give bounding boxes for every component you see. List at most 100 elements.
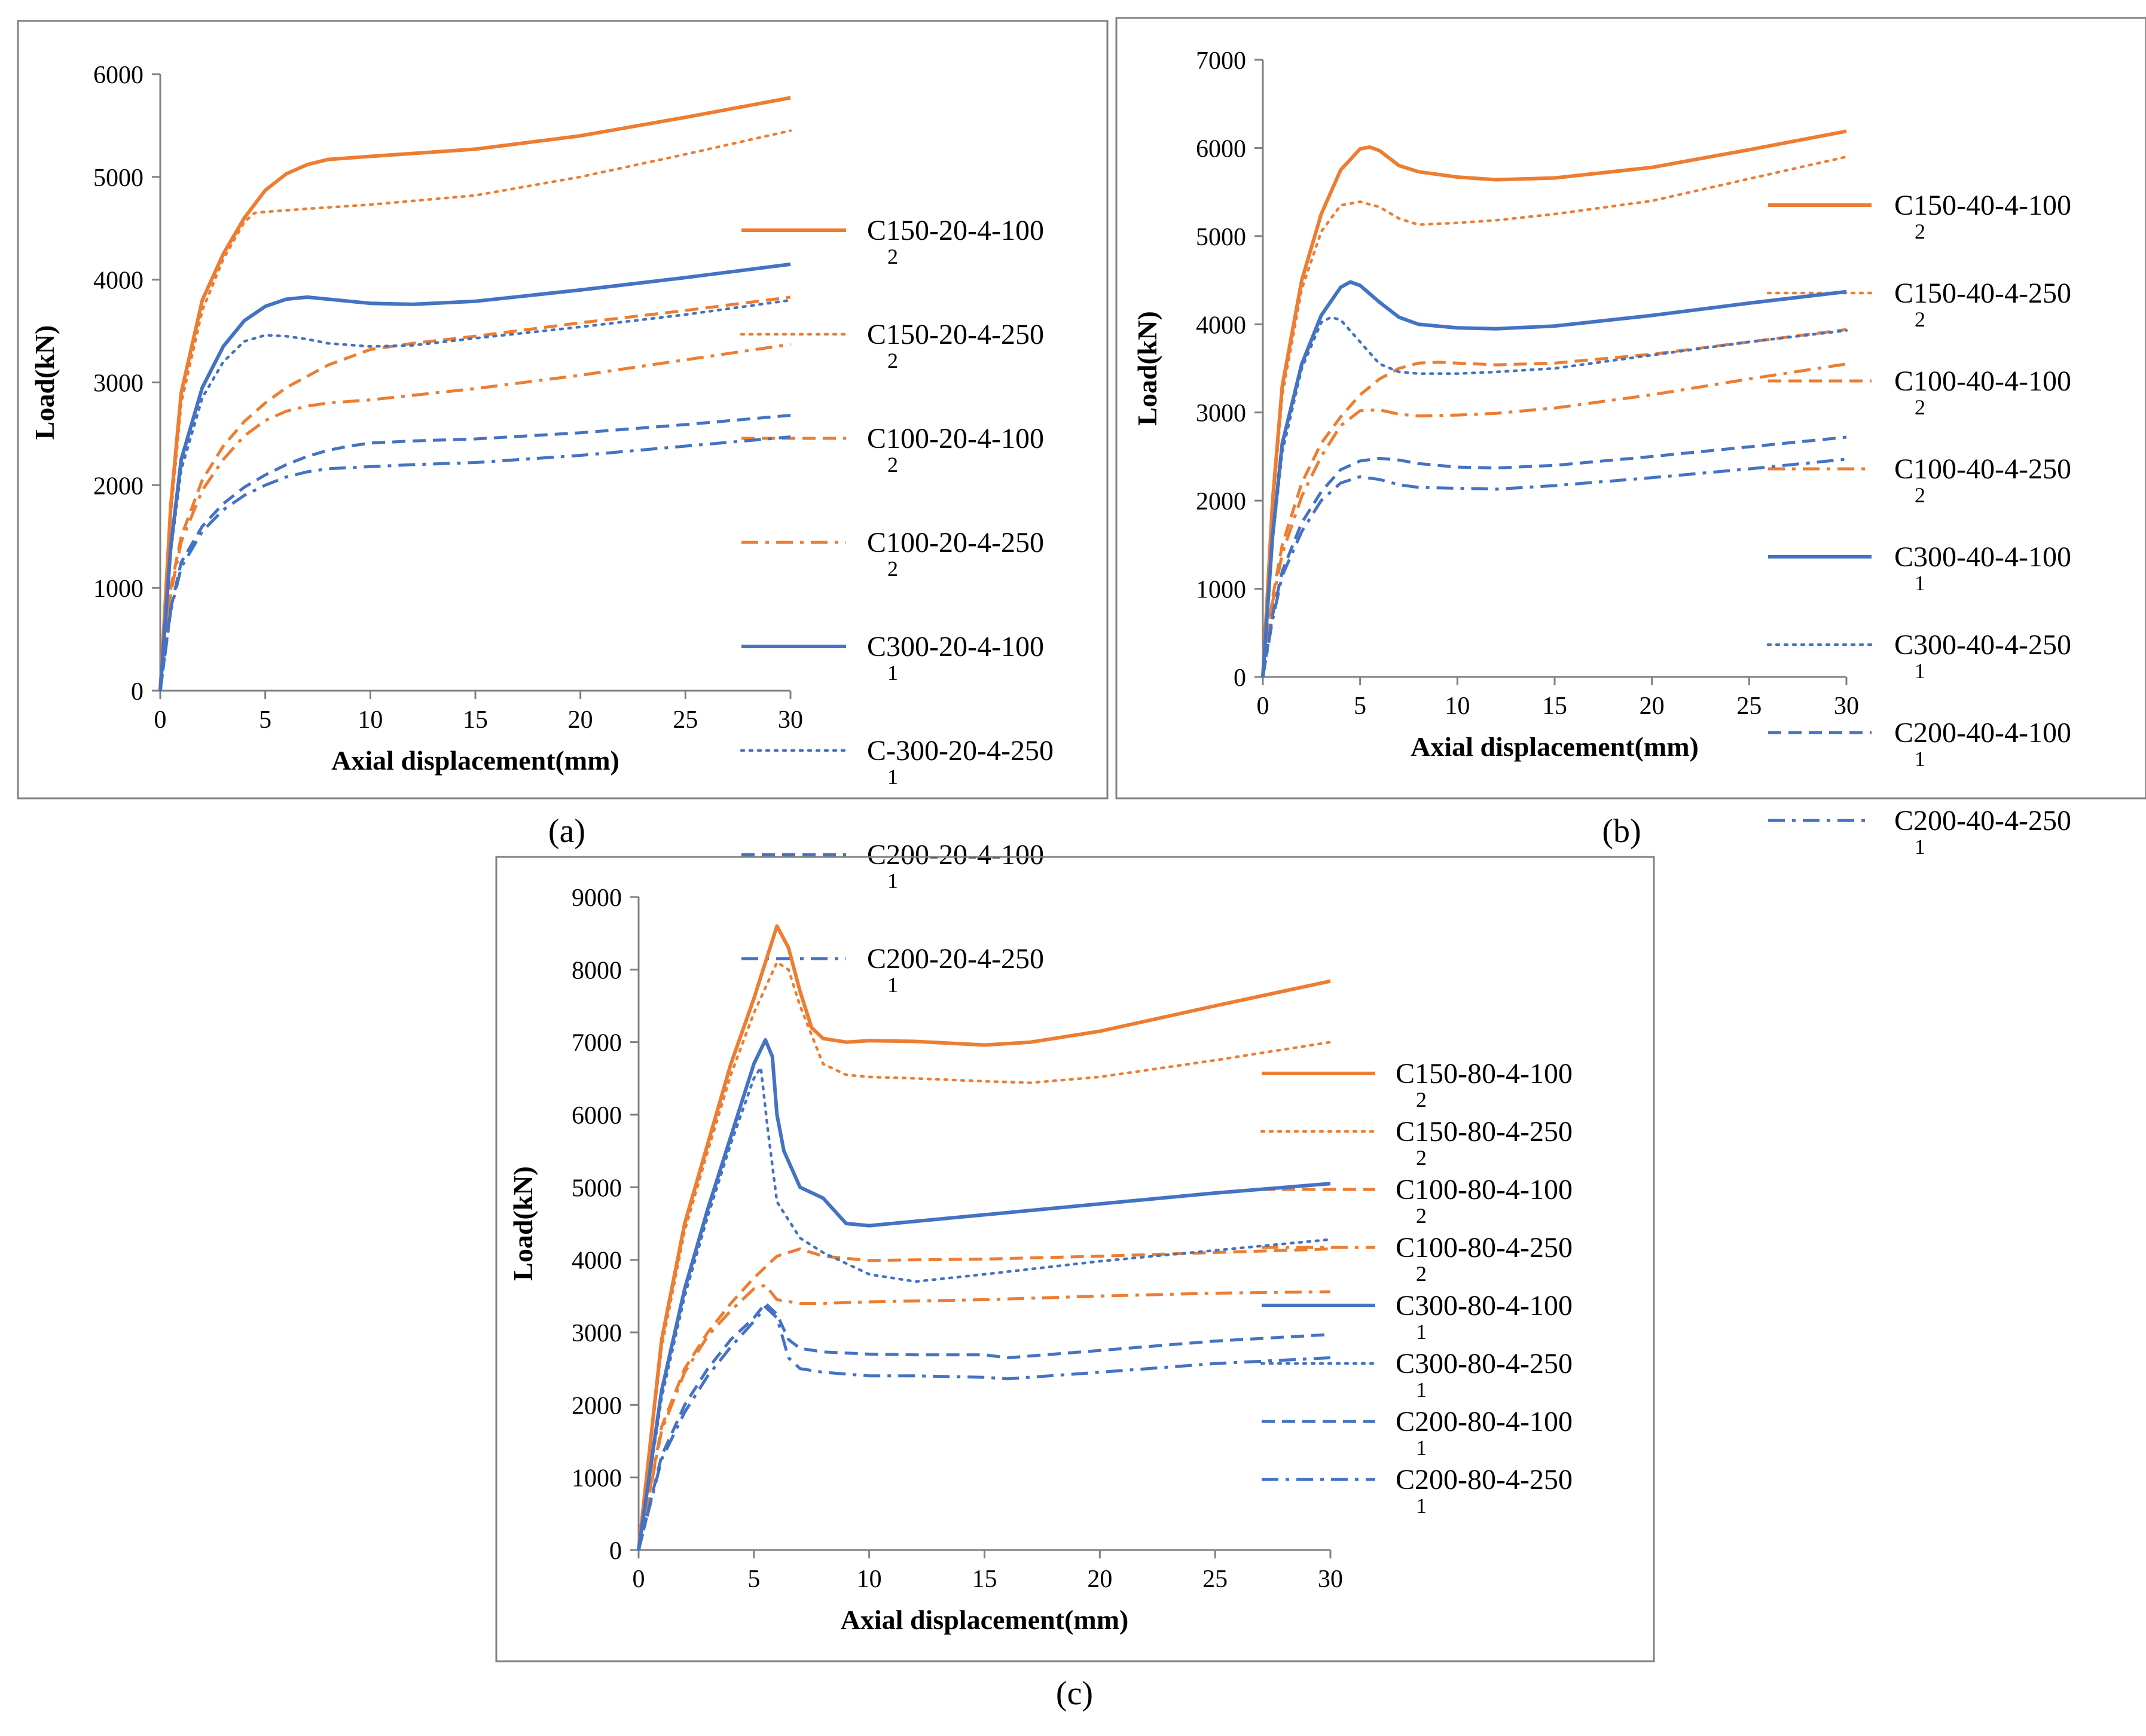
series-line-c150-80-4-250	[637, 960, 1332, 1552]
legend-label: C100-20-4-250	[867, 527, 1044, 559]
series-line-c100-40-4-100	[1261, 328, 1847, 678]
y-tick-label: 3000	[93, 370, 144, 398]
legend-subscript: 1	[1915, 747, 1925, 771]
x-tick-label: 20	[568, 706, 593, 734]
x-axis-title: Axial displacement(mm)	[331, 745, 619, 776]
legend-label: C300-80-4-250	[1396, 1348, 1573, 1380]
legend-subscript: 1	[1915, 571, 1925, 595]
legend-subscript: 1	[1416, 1378, 1427, 1402]
y-tick-label: 7000	[1196, 47, 1246, 75]
legend-label: C300-40-4-250	[1894, 629, 2071, 661]
x-tick-label: 10	[1445, 692, 1470, 720]
series-line-c100-20-4-250	[158, 343, 791, 691]
y-tick-label: 6000	[572, 1102, 622, 1130]
series-line-c100-20-4-100	[158, 295, 791, 691]
y-tick-label: 0	[609, 1537, 622, 1565]
x-tick-label: 0	[154, 706, 167, 734]
x-tick-label: 30	[1318, 1566, 1343, 1593]
series-line-c150-20-4-250	[158, 129, 792, 692]
y-tick-label: 3000	[1196, 400, 1246, 428]
legend-label: C150-40-4-250	[1894, 277, 2071, 309]
y-tick-label: 8000	[572, 957, 622, 984]
y-tick-label: 5000	[1196, 224, 1246, 251]
series-line-c200-20-4-250	[158, 435, 791, 691]
legend-label: C100-20-4-100	[867, 423, 1044, 454]
series-line-c200-80-4-100	[637, 1302, 1331, 1551]
y-tick-label: 9000	[572, 884, 622, 912]
panel-c-plot-area: 0 1000 2000 3000 4000 5000 6000 7000 8000 9000 0 5 1…	[508, 884, 1573, 1635]
y-tick-label: 1000	[1196, 576, 1246, 604]
x-tick-label: 20	[1640, 692, 1665, 720]
y-tick-label: 6000	[1196, 135, 1246, 163]
legend-subscript: 2	[1915, 307, 1925, 331]
legend-label: C200-80-4-100	[1396, 1406, 1573, 1438]
y-tick-label: 7000	[572, 1030, 622, 1057]
x-tick-label: 10	[857, 1566, 882, 1593]
legend-subscript: 2	[1915, 395, 1925, 419]
legend-label: C100-40-4-250	[1894, 453, 2071, 485]
panel-a-plot-area: 0 1000 2000 3000 4000 5000 6000 0 5 10 15 20 25 30 Axi…	[29, 62, 1054, 997]
legend-subscript: 2	[887, 245, 898, 269]
legend-label: C100-80-4-250	[1396, 1232, 1573, 1264]
legend-label: C300-20-4-100	[867, 631, 1044, 663]
series-line-c150-20-4-100	[158, 96, 791, 691]
legend-subscript: 2	[887, 453, 898, 477]
legend-subscript: 1	[1915, 659, 1925, 683]
legend-label: C300-80-4-100	[1396, 1290, 1573, 1322]
legend-subscript: 1	[887, 973, 898, 997]
y-tick-label: 2000	[93, 472, 144, 500]
legend-label: C200-40-4-100	[1894, 717, 2071, 749]
y-tick-label: 4000	[572, 1247, 622, 1275]
legend-label: C300-40-4-100	[1894, 541, 2071, 573]
y-tick-label: 3000	[572, 1320, 622, 1347]
legend-label: C150-20-4-250	[867, 319, 1044, 350]
legend-subscript: 2	[1416, 1204, 1427, 1228]
x-tick-label: 15	[463, 706, 488, 734]
x-tick-label: 30	[778, 706, 803, 734]
y-tick-label: 0	[131, 678, 144, 706]
series-line-c150-80-4-100	[637, 924, 1331, 1551]
series-line-c300-80-4-100	[637, 1038, 1331, 1551]
x-axis-title: Axial displacement(mm)	[841, 1604, 1129, 1635]
x-tick-label: 25	[1202, 1566, 1228, 1593]
series-line-c100-80-4-250	[637, 1283, 1331, 1551]
x-tick-label: 20	[1087, 1566, 1112, 1593]
panel-b-plot-area: 0 1000 2000 3000 4000 5000 6000 7000 0 5 10 15 20 25 3…	[1132, 47, 2071, 859]
x-axis-title: Axial displacement(mm)	[1411, 731, 1699, 762]
y-tick-label: 1000	[93, 575, 144, 603]
y-axis-title: Load(kN)	[508, 1166, 538, 1281]
y-tick-label: 6000	[93, 62, 144, 89]
x-tick-label: 25	[673, 706, 698, 734]
legend-subscript: 1	[1416, 1436, 1427, 1460]
y-tick-label: 2000	[572, 1392, 622, 1420]
x-tick-label: 10	[358, 706, 383, 734]
y-tick-label: 4000	[1196, 312, 1246, 339]
series-line-c200-80-4-250	[637, 1305, 1331, 1551]
legend-label: C100-40-4-100	[1894, 365, 2071, 397]
x-tick-label: 5	[259, 706, 271, 734]
series-line-c200-40-4-100	[1261, 435, 1847, 678]
x-tick-label: 5	[747, 1566, 760, 1593]
series-line-c100-40-4-250	[1261, 362, 1847, 678]
chart-panel-a: 0 1000 2000 3000 4000 5000 6000 0 5 10 15 20 25 30 Axi…	[17, 20, 1109, 997]
panel-label-b: (b)	[1602, 813, 1641, 850]
legend-subscript: 2	[1915, 219, 1925, 243]
legend-subscript: 1	[1416, 1494, 1427, 1518]
series-line-c300-40-4-100	[1261, 280, 1847, 678]
legend-subscript: 1	[887, 661, 898, 685]
legend-label: C200-40-4-250	[1894, 805, 2071, 837]
y-tick-label: 4000	[93, 267, 144, 295]
chart-panel-c: 0 1000 2000 3000 4000 5000 6000 7000 8000 9000 0 5 1…	[495, 856, 1655, 1712]
y-axis-title: Load(kN)	[29, 325, 60, 440]
chart-panel-b: 0 1000 2000 3000 4000 5000 6000 7000 0 5 10 15 20 25 3…	[1115, 17, 2146, 859]
x-tick-label: 15	[1542, 692, 1567, 720]
legend-subscript: 1	[887, 765, 898, 789]
legend-subscript: 2	[1416, 1262, 1427, 1286]
legend-subscript: 1	[1915, 835, 1925, 859]
x-tick-label: 15	[972, 1566, 997, 1593]
legend-subscript: 2	[1416, 1146, 1427, 1170]
x-tick-label: 0	[1257, 692, 1269, 720]
legend-label: C150-20-4-100	[867, 215, 1044, 246]
legend-label: C200-20-4-250	[867, 943, 1044, 975]
y-tick-label: 5000	[93, 164, 144, 192]
